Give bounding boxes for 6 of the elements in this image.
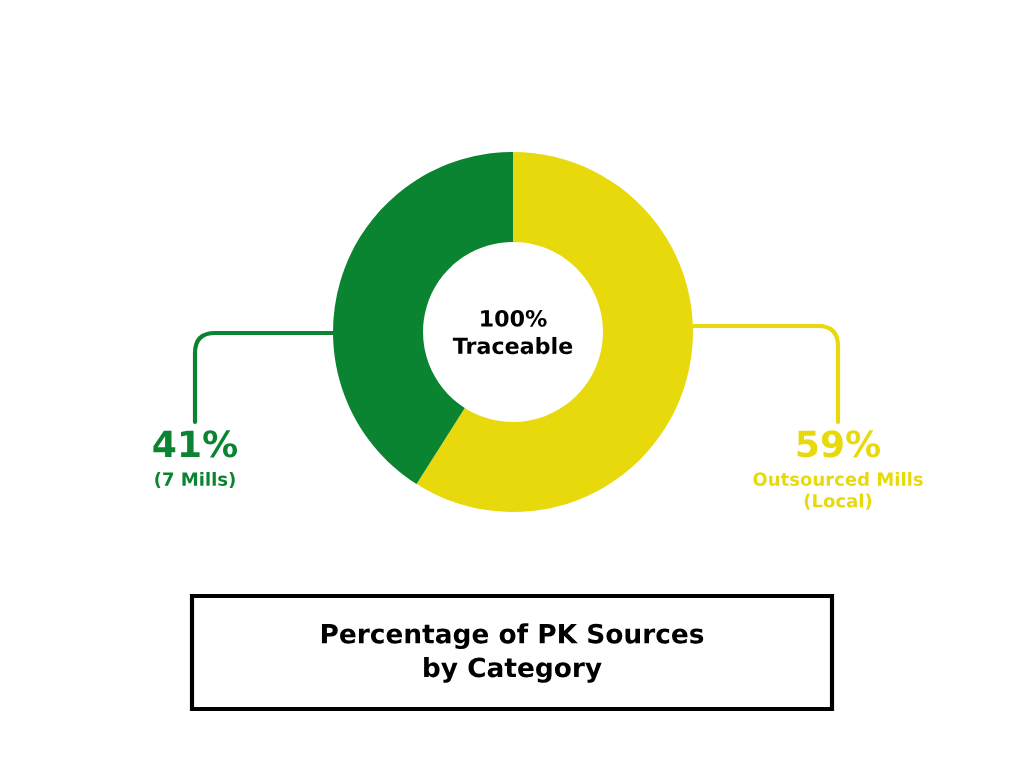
- data-label: 41%: [153, 430, 238, 458]
- slice-label: (7 Mills): [155, 472, 235, 489]
- text: 100% Traceable: [452, 309, 573, 355]
- slice-label: Outsourced Mills (Local): [753, 472, 923, 510]
- data-label: 59%: [797, 430, 881, 458]
- text: Percentage of PK Sources by Category: [321, 623, 704, 683]
